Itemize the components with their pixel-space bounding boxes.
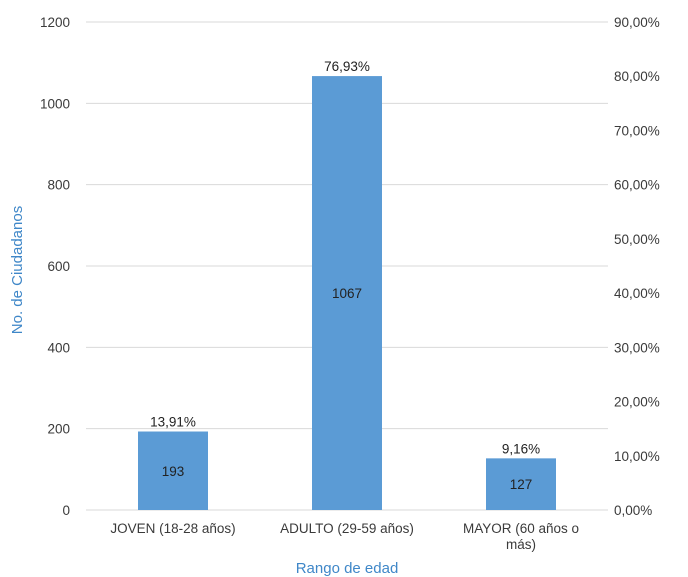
bar-value-label: 1067 bbox=[332, 286, 362, 301]
x-axis-ticks: JOVEN (18-28 años) ADULTO (29-59 años) MAY… bbox=[110, 521, 579, 552]
x-category-label: más) bbox=[506, 537, 536, 552]
y-tick-label: 200 bbox=[47, 422, 70, 437]
y2-tick-label: 90,00% bbox=[614, 15, 660, 30]
bar bbox=[138, 431, 208, 510]
y-tick-label: 1000 bbox=[40, 96, 70, 111]
x-category-label: MAYOR (60 años o bbox=[463, 521, 579, 536]
y-tick-label: 0 bbox=[62, 503, 70, 518]
y2-tick-label: 20,00% bbox=[614, 395, 660, 410]
bar-percent-label: 13,91% bbox=[150, 415, 196, 430]
y2-tick-label: 70,00% bbox=[614, 123, 660, 138]
bar bbox=[486, 458, 556, 510]
y2-tick-label: 0,00% bbox=[614, 503, 652, 518]
bar-percent-label: 9,16% bbox=[502, 441, 540, 456]
y-tick-label: 400 bbox=[47, 340, 70, 355]
x-category-label: JOVEN (18-28 años) bbox=[110, 521, 235, 536]
y2-tick-label: 60,00% bbox=[614, 178, 660, 193]
y2-tick-label: 80,00% bbox=[614, 69, 660, 84]
y2-tick-label: 10,00% bbox=[614, 449, 660, 464]
x-category-label: ADULTO (29-59 años) bbox=[280, 521, 414, 536]
bar-value-label: 127 bbox=[510, 477, 533, 492]
y-tick-label: 800 bbox=[47, 178, 70, 193]
bars: 193 13,91% 1067 76,93% 127 9,16% bbox=[138, 59, 556, 510]
x-axis-title: Rango de edad bbox=[296, 560, 399, 577]
y2-tick-label: 30,00% bbox=[614, 340, 660, 355]
y-axis-ticks: 0 200 400 600 800 1000 1200 bbox=[40, 15, 70, 518]
y-tick-label: 1200 bbox=[40, 15, 70, 30]
y-axis-title: No. de Ciudadanos bbox=[9, 206, 26, 334]
y2-axis-ticks: 0,00% 10,00% 20,00% 30,00% 40,00% 50,00% 60,00… bbox=[614, 15, 660, 518]
bar-value-label: 193 bbox=[162, 464, 185, 479]
bar bbox=[312, 76, 382, 510]
y2-tick-label: 40,00% bbox=[614, 286, 660, 301]
bar-percent-label: 76,93% bbox=[324, 59, 370, 74]
y-tick-label: 600 bbox=[47, 259, 70, 274]
y2-tick-label: 50,00% bbox=[614, 232, 660, 247]
